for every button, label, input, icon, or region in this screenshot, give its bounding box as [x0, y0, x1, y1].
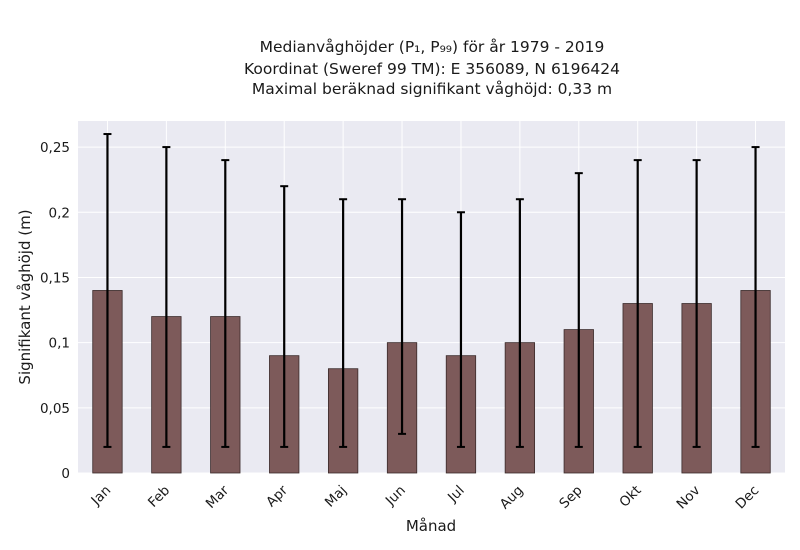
- x-tick-label-dec: Dec: [733, 483, 763, 513]
- errorbar-nov: [692, 159, 701, 448]
- x-tick-label-aug: Aug: [497, 483, 527, 513]
- error-bars: [103, 133, 760, 448]
- x-axis-label: Månad: [406, 517, 456, 535]
- y-tick-label: 0,2: [49, 205, 70, 221]
- title-line-3: Maximal beräknad signifikant våghöjd: 0,…: [252, 80, 612, 98]
- errorbar-maj: [339, 198, 348, 448]
- x-tick-labels: Jan Feb Mar Apr Maj Jun Jul Aug Sep Okt Nov Dec: [88, 482, 763, 512]
- errorbar-dec: [751, 146, 760, 448]
- x-tick-label-mar: Mar: [203, 482, 233, 512]
- title-line-2: Koordinat (Sweref 99 TM): E 356089, N 61…: [244, 60, 620, 78]
- y-tick-labels: 0 0,05 0,1 0,15 0,2 0,25: [40, 140, 70, 482]
- y-tick-label: 0,15: [40, 270, 70, 286]
- x-tick-label-okt: Okt: [616, 483, 644, 511]
- errorbar-sep: [574, 172, 583, 448]
- x-tick-label-nov: Nov: [674, 483, 704, 513]
- y-tick-label: 0,25: [40, 140, 70, 156]
- errorbar-jun: [398, 198, 407, 435]
- y-tick-label: 0,1: [49, 336, 70, 352]
- errorbar-jul: [456, 211, 465, 448]
- errorbar-feb: [162, 146, 171, 448]
- x-tick-label-maj: Maj: [322, 483, 350, 511]
- x-tick-label-jul: Jul: [444, 483, 468, 507]
- errorbar-okt: [633, 159, 642, 448]
- y-tick-label: 0,05: [40, 401, 70, 417]
- errorbar-jan: [103, 133, 112, 448]
- errorbar-aug: [515, 198, 524, 448]
- plot-area: [78, 121, 785, 473]
- x-tick-label-sep: Sep: [556, 483, 585, 512]
- x-tick-label-jun: Jun: [382, 483, 409, 510]
- y-tick-label: 0: [61, 466, 70, 482]
- x-tick-label-feb: Feb: [145, 483, 173, 511]
- x-tick-label-jan: Jan: [88, 483, 115, 510]
- errorbar-apr: [280, 185, 289, 448]
- title-line-1: Medianvåghöjder (P₁, P₉₉) för år 1979 - …: [260, 38, 605, 56]
- errorbar-mar: [221, 159, 230, 448]
- x-tick-label-apr: Apr: [263, 482, 291, 510]
- chart-title: Medianvåghöjder (P₁, P₉₉) för år 1979 - …: [244, 38, 620, 98]
- y-axis-label: Signifikant våghöjd (m): [16, 209, 34, 384]
